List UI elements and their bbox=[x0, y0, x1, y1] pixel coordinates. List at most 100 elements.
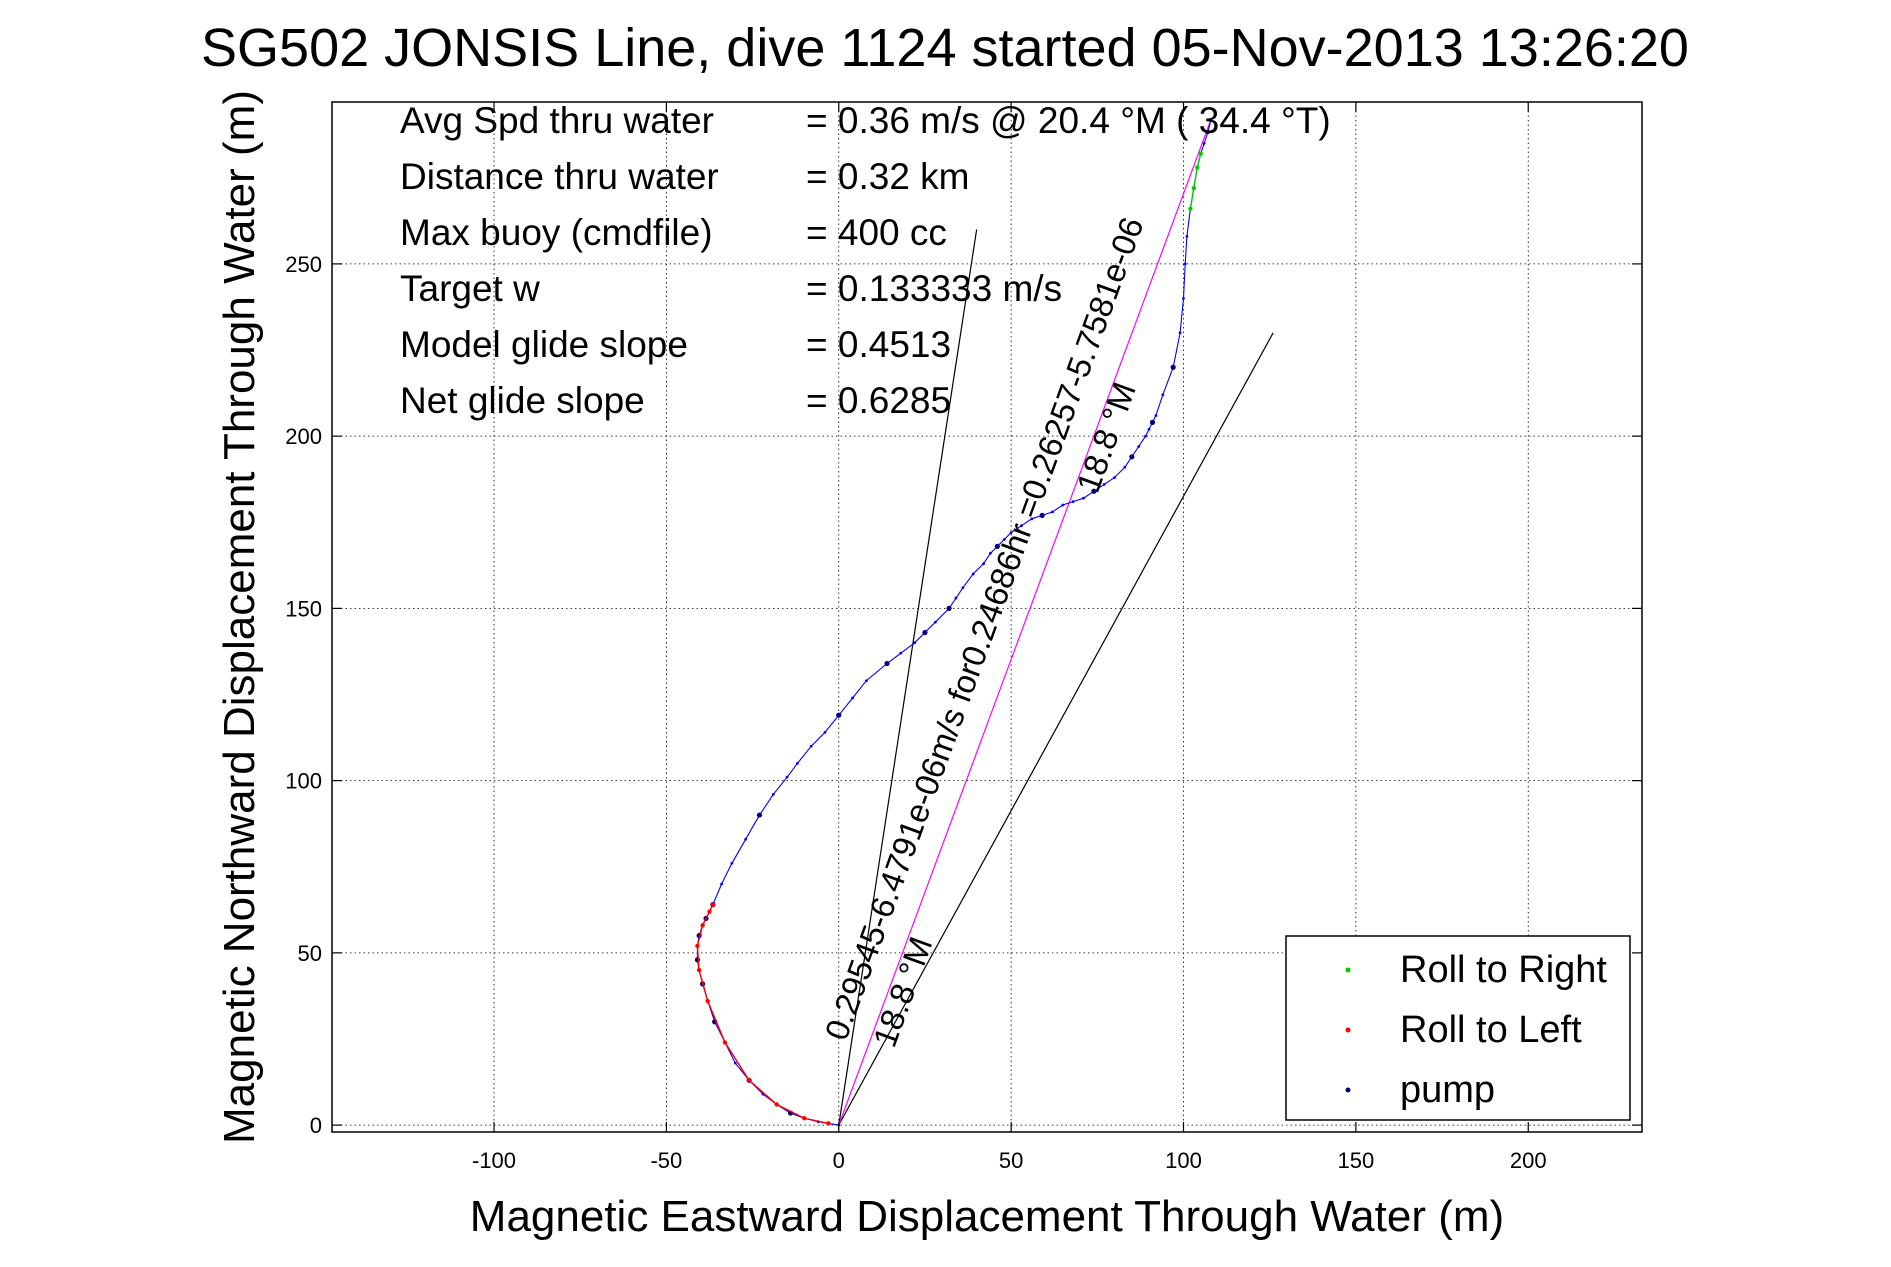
stat-value: = 0.6285 bbox=[806, 380, 951, 421]
track-point bbox=[1030, 517, 1034, 521]
roll-to-left-point bbox=[696, 967, 702, 973]
track-point bbox=[1071, 500, 1075, 503]
reference-lines bbox=[838, 119, 1274, 1126]
y-tick-label: 150 bbox=[285, 596, 322, 621]
track-point bbox=[851, 696, 854, 700]
track-point bbox=[823, 731, 827, 734]
roll-to-left-point bbox=[722, 1040, 728, 1045]
stat-label: Distance thru water bbox=[400, 156, 719, 197]
legend-marker bbox=[1345, 1087, 1351, 1093]
legend: Roll to Right Roll to Left pump bbox=[1285, 935, 1631, 1121]
roll-to-left-point bbox=[826, 1121, 831, 1126]
pump-marker bbox=[922, 629, 928, 636]
pump-marker bbox=[1170, 364, 1176, 370]
track-point bbox=[1002, 538, 1006, 541]
track-point bbox=[1178, 331, 1182, 335]
track-point bbox=[989, 551, 992, 555]
pump-marker bbox=[1091, 488, 1097, 494]
track-point bbox=[1137, 445, 1141, 448]
x-tick-label: 100 bbox=[1165, 1148, 1202, 1173]
pump-marker bbox=[694, 957, 701, 963]
heading-line-1 bbox=[838, 229, 978, 1126]
track-point bbox=[961, 586, 965, 590]
y-tick-label: 0 bbox=[310, 1113, 322, 1138]
track-point bbox=[971, 572, 975, 576]
track-point bbox=[730, 861, 734, 865]
stats-panel: Avg Spd thru water = 0.36 m/s @ 20.4 °M (… bbox=[400, 100, 1331, 421]
pump-marker bbox=[994, 543, 1000, 549]
legend-marker bbox=[1345, 1027, 1351, 1033]
roll-to-right-point bbox=[1191, 185, 1197, 191]
track-point bbox=[1182, 296, 1185, 300]
legend-box bbox=[1285, 935, 1631, 1121]
roll-to-right-point bbox=[1195, 165, 1200, 170]
track-point bbox=[809, 744, 813, 748]
track-point bbox=[1123, 465, 1127, 469]
track-point bbox=[720, 882, 723, 886]
roll-to-right-point bbox=[1198, 151, 1203, 156]
track-point bbox=[1183, 262, 1187, 266]
track-point bbox=[1009, 531, 1013, 535]
track-point bbox=[1206, 131, 1210, 135]
track-point bbox=[1161, 393, 1165, 397]
pump-marker bbox=[1149, 419, 1156, 425]
track-point bbox=[1185, 234, 1189, 238]
track-point bbox=[1202, 141, 1206, 145]
chart-title: SG502 JONSIS Line, dive 1124 started 05-… bbox=[201, 18, 1689, 78]
roll-to-left-point bbox=[700, 923, 705, 928]
track-point bbox=[1113, 476, 1116, 479]
roll-to-left-point bbox=[746, 1078, 752, 1083]
stat-value: = 0.32 km bbox=[806, 156, 970, 197]
roll-to-left-point bbox=[707, 909, 712, 914]
x-tick-label: 0 bbox=[833, 1148, 845, 1173]
track-point bbox=[982, 562, 985, 566]
pump-marker bbox=[1129, 454, 1135, 460]
axis-ticks: -100 -50 0 50 100 150 200 0 50 100 150 200 250 bbox=[285, 102, 1642, 1173]
stat-label: Max buoy (cmdfile) bbox=[400, 212, 713, 253]
track-point bbox=[1061, 503, 1065, 507]
track-point bbox=[1082, 496, 1085, 500]
track-point bbox=[1102, 482, 1106, 486]
y-tick-label: 200 bbox=[285, 424, 322, 449]
track-point bbox=[954, 596, 958, 600]
y-tick-label: 50 bbox=[298, 941, 322, 966]
heading-line-2 bbox=[838, 332, 1274, 1126]
track-point bbox=[771, 793, 775, 796]
roll-to-left-point bbox=[710, 902, 716, 907]
roll-to-left-point bbox=[802, 1116, 807, 1121]
stat-label: Net glide slope bbox=[400, 380, 645, 421]
track-point bbox=[913, 641, 917, 645]
track-point bbox=[785, 775, 789, 779]
grid bbox=[332, 102, 1642, 1132]
stat-label: Avg Spd thru water bbox=[400, 100, 714, 141]
pump-marker bbox=[1039, 512, 1045, 518]
y-tick-label: 100 bbox=[285, 769, 322, 794]
legend-label: pump bbox=[1400, 1069, 1495, 1111]
legend-label: Roll to Right bbox=[1400, 949, 1607, 991]
roll-to-right-point bbox=[1188, 206, 1193, 211]
stat-label: Target w bbox=[400, 268, 540, 309]
roll-to-left-point bbox=[774, 1102, 779, 1107]
track-point bbox=[864, 679, 868, 683]
stat-value: = 400 cc bbox=[806, 212, 947, 253]
x-tick-label: -50 bbox=[650, 1148, 682, 1173]
track-point bbox=[1209, 117, 1213, 121]
y-axis-label: Magnetic Northward Displacement Through … bbox=[215, 90, 264, 1144]
stat-value: = 0.133333 m/s bbox=[806, 268, 1062, 309]
track-point bbox=[1144, 434, 1147, 438]
series bbox=[694, 117, 1213, 1127]
track-point bbox=[899, 651, 903, 655]
track-point bbox=[933, 620, 937, 624]
track-point bbox=[744, 837, 748, 841]
track-point bbox=[1020, 524, 1023, 528]
x-axis-label: Magnetic Eastward Displacement Through W… bbox=[470, 1192, 1504, 1241]
y-tick-label: 250 bbox=[285, 252, 322, 277]
roll-to-left-point bbox=[705, 998, 710, 1004]
track-point bbox=[1051, 510, 1054, 514]
stat-value: = 0.4513 bbox=[806, 324, 951, 365]
net-displacement-line bbox=[838, 119, 1212, 1126]
track-point bbox=[733, 1061, 737, 1065]
track-point bbox=[795, 762, 799, 765]
